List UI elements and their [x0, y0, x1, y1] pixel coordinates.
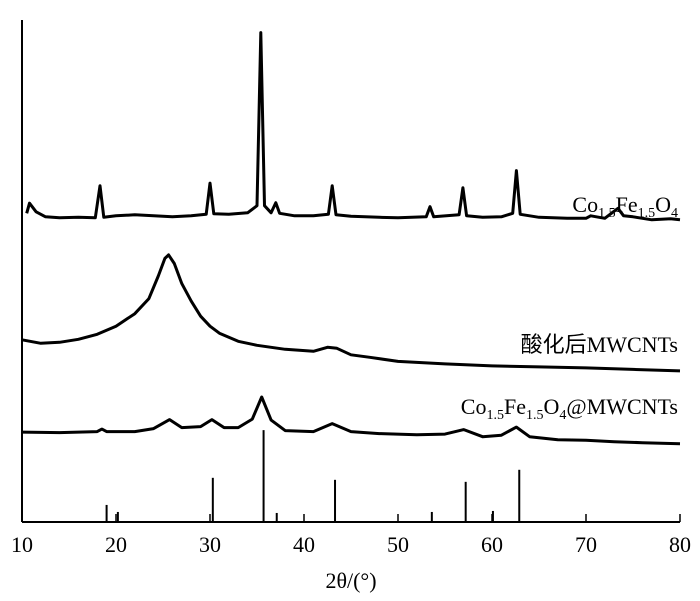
x-tick-label: 50 — [387, 532, 409, 557]
label-part: 1.5 — [486, 408, 504, 423]
label-part: 1.5 — [526, 408, 544, 423]
x-tick-label: 30 — [199, 532, 221, 557]
label-part: 4 — [671, 206, 678, 221]
xrd-curve — [21, 253, 681, 373]
label-part: 酸化后MWCNTs — [521, 332, 678, 357]
series-label: 酸化后MWCNTs — [521, 332, 678, 357]
label-part: Fe — [504, 394, 526, 419]
label-part: 1.5 — [598, 206, 616, 221]
label-part: Co — [461, 394, 487, 419]
x-tick-label: 80 — [669, 532, 691, 557]
label-part: 1.5 — [638, 206, 656, 221]
series-label: Co1.5Fe1.5O4@MWCNTs — [461, 394, 678, 423]
label-part: Fe — [616, 192, 638, 217]
label-part: O — [655, 192, 671, 217]
x-tick-label: 60 — [481, 532, 503, 557]
x-axis-label: 2θ/(°) — [325, 568, 376, 593]
label-part: @MWCNTs — [566, 394, 678, 419]
label-part: Co — [572, 192, 598, 217]
label-part: 4 — [559, 408, 566, 423]
xrd-curve — [25, 31, 681, 222]
x-tick-label: 70 — [575, 532, 597, 557]
x-tick-label: 10 — [11, 532, 33, 557]
label-part: O — [543, 394, 559, 419]
x-tick-label: 40 — [293, 532, 315, 557]
series-label: Co1.5Fe1.5O4 — [572, 192, 678, 221]
x-tick-label: 20 — [105, 532, 127, 557]
xrd-curve — [21, 395, 681, 446]
